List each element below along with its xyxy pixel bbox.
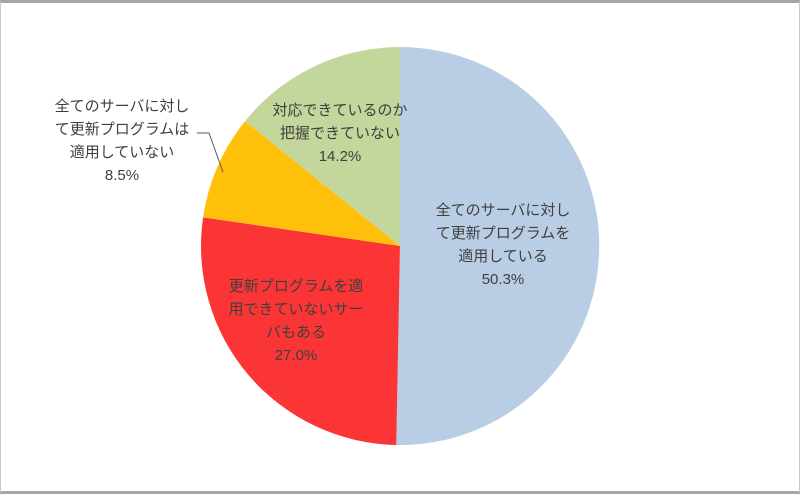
slice-label-text: 更新プログラムを適 用できていないサー バもある [228, 278, 364, 341]
slice-label-text: 全てのサーバに対し て更新プログラムを 適用している [435, 202, 571, 265]
slice-label-unknown: 対応できているのか 把握できていない 14.2% [255, 99, 425, 168]
leader-line [197, 132, 224, 173]
slice-label-value: 50.3% [481, 271, 525, 288]
pie-slice-1 [200, 217, 400, 445]
slice-label-none-applied: 全てのサーバに対し て更新プログラムは 適用していない 8.5% [39, 95, 205, 187]
slice-label-some-not-applied: 更新プログラムを適 用できていないサー バもある 27.0% [216, 275, 376, 367]
pie-slice-2 [203, 121, 400, 246]
slice-label-text: 対応できているのか 把握できていない [272, 102, 408, 142]
pie-slices [200, 46, 600, 445]
pie-slice-3 [245, 47, 400, 246]
slice-label-value: 14.2% [318, 148, 362, 165]
slice-label-value: 27.0% [274, 347, 318, 364]
slice-label-text: 全てのサーバに対し て更新プログラムは 適用していない [54, 98, 190, 161]
pie-slice-0 [396, 46, 600, 445]
slice-label-applied-all: 全てのサーバに対し て更新プログラムを 適用している 50.3% [423, 199, 583, 291]
pie-chart [197, 46, 600, 445]
slice-label-value: 8.5% [104, 167, 140, 184]
